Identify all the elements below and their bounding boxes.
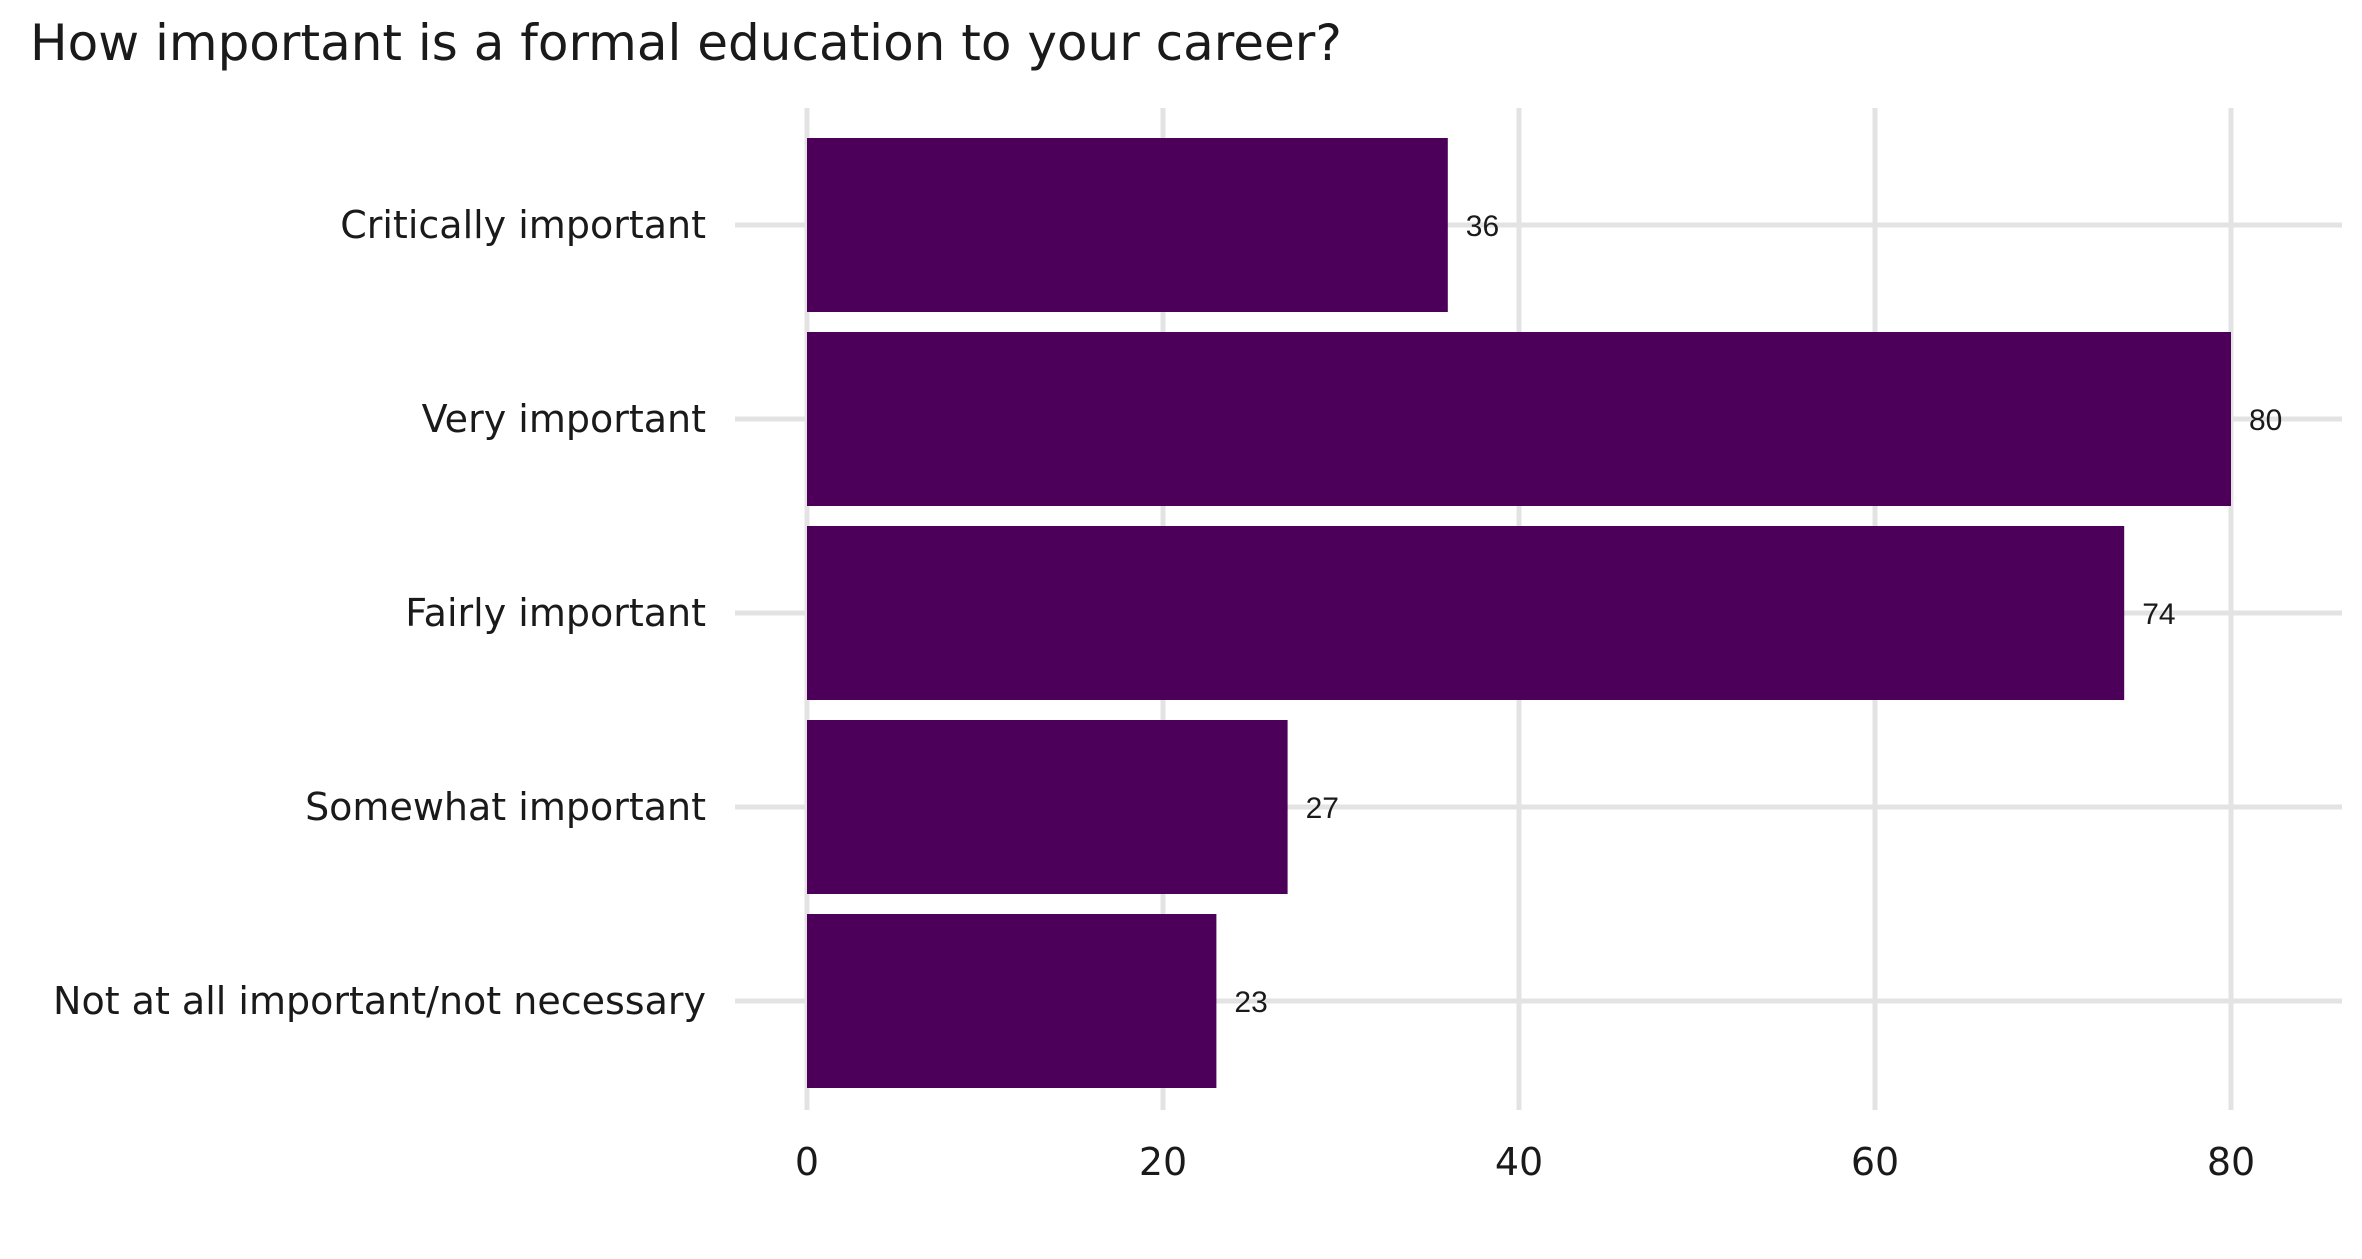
category-label: Somewhat important xyxy=(305,785,706,829)
x-tick-label: 40 xyxy=(1495,1140,1543,1184)
label-layer: 36 Critically important 80 Very important 74… xyxy=(53,203,2282,1184)
category-label: Not at all important/not necessary xyxy=(53,979,706,1023)
category-label: Critically important xyxy=(340,203,706,247)
data-label: 23 xyxy=(1234,986,1267,1019)
x-tick-label: 0 xyxy=(795,1140,819,1184)
bar xyxy=(807,332,2231,506)
category-label: Fairly important xyxy=(405,591,706,635)
bar xyxy=(807,138,1448,312)
data-label: 27 xyxy=(1306,792,1339,825)
data-label: 74 xyxy=(2142,598,2175,631)
data-label: 36 xyxy=(1466,210,1499,243)
bar xyxy=(807,914,1217,1088)
category-label: Very important xyxy=(422,397,706,441)
data-label: 80 xyxy=(2249,404,2282,437)
bar xyxy=(807,720,1288,894)
chart-title: How important is a formal education to y… xyxy=(30,14,1342,72)
bar-layer xyxy=(807,138,2231,1088)
x-tick-label: 60 xyxy=(1851,1140,1899,1184)
x-tick-label: 20 xyxy=(1139,1140,1187,1184)
bar xyxy=(807,526,2125,700)
x-tick-label: 80 xyxy=(2207,1140,2255,1184)
